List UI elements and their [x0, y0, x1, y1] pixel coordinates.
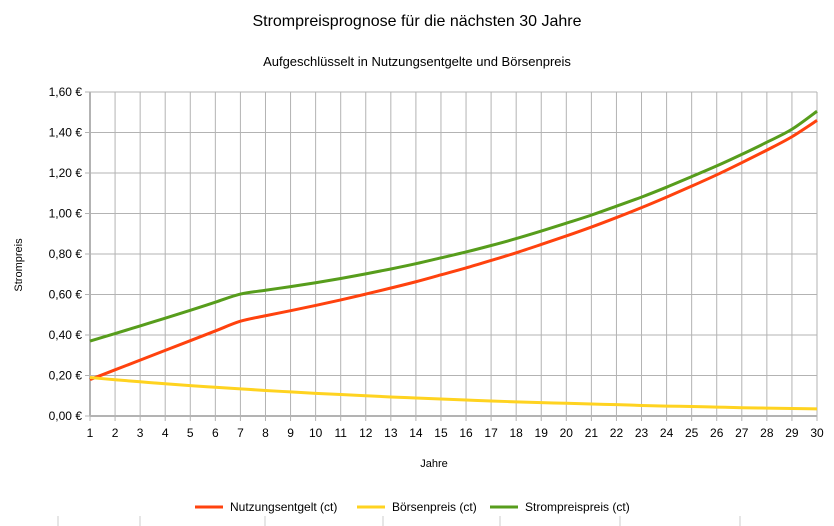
x-tick-label: 4 [162, 426, 169, 440]
x-axis-label: Jahre [420, 458, 448, 470]
legend-label: Nutzungsentgelt (ct) [230, 500, 337, 514]
y-tick-label: 0,40 € [49, 328, 83, 342]
y-tick-label: 1,60 € [49, 85, 83, 99]
y-tick-label: 0,20 € [49, 369, 83, 383]
x-tick-label: 11 [334, 426, 347, 440]
x-tick-label: 22 [610, 426, 624, 440]
y-tick-label: 0,00 € [49, 409, 83, 423]
x-tick-label: 13 [384, 426, 398, 440]
x-tick-label: 10 [309, 426, 323, 440]
x-tick-label: 29 [785, 426, 799, 440]
y-tick-label: 1,40 € [49, 126, 83, 140]
x-tick-label: 27 [735, 426, 749, 440]
x-tick-label: 6 [212, 426, 219, 440]
y-tick-label: 0,60 € [49, 288, 83, 302]
x-tick-label: 15 [434, 426, 448, 440]
x-tick-label: 12 [359, 426, 373, 440]
x-tick-label: 8 [262, 426, 269, 440]
x-tick-label: 18 [509, 426, 523, 440]
y-tick-label: 1,20 € [49, 166, 83, 180]
legend: Nutzungsentgelt (ct) Börsenpreis (ct) Stro… [195, 500, 630, 514]
x-tick-label: 17 [484, 426, 498, 440]
x-tick-label: 20 [560, 426, 574, 440]
series-line [89, 119, 818, 381]
x-tick-label: 7 [237, 426, 244, 440]
x-tick-label: 30 [810, 426, 824, 440]
x-tick-label: 16 [459, 426, 473, 440]
legend-label: Strompreispreis (ct) [525, 500, 630, 514]
chart-subtitle: Aufgeschlüsselt in Nutzungsentgelte und … [263, 54, 571, 69]
x-tick-label: 24 [660, 426, 674, 440]
x-tick-label: 25 [685, 426, 699, 440]
x-tick-label: 14 [409, 426, 423, 440]
series-line [89, 110, 818, 343]
series-line [89, 376, 818, 411]
series-lines [89, 110, 818, 411]
x-tick-label: 28 [760, 426, 774, 440]
legend-label: Börsenpreis (ct) [392, 500, 477, 514]
y-tick-label: 1,00 € [49, 207, 83, 221]
x-tick-label: 5 [187, 426, 194, 440]
y-tick-label: 0,80 € [49, 247, 83, 261]
x-tick-label: 23 [635, 426, 649, 440]
x-tick-label: 19 [535, 426, 549, 440]
x-tick-label: 26 [710, 426, 724, 440]
y-axis-label: Strompreis [13, 238, 25, 292]
cell-borders [57, 516, 741, 526]
x-tick-label: 3 [137, 426, 144, 440]
grid: 0,00 € 0,20 € 0,40 € 0,60 € 0,80 € 1,00 € 1,20… [49, 85, 824, 440]
x-tick-label: 2 [112, 426, 119, 440]
x-tick-label: 21 [585, 426, 599, 440]
chart-title: Strompreisprognose für die nächsten 30 J… [252, 13, 581, 30]
x-tick-label: 1 [87, 426, 94, 440]
x-tick-label: 9 [287, 426, 294, 440]
